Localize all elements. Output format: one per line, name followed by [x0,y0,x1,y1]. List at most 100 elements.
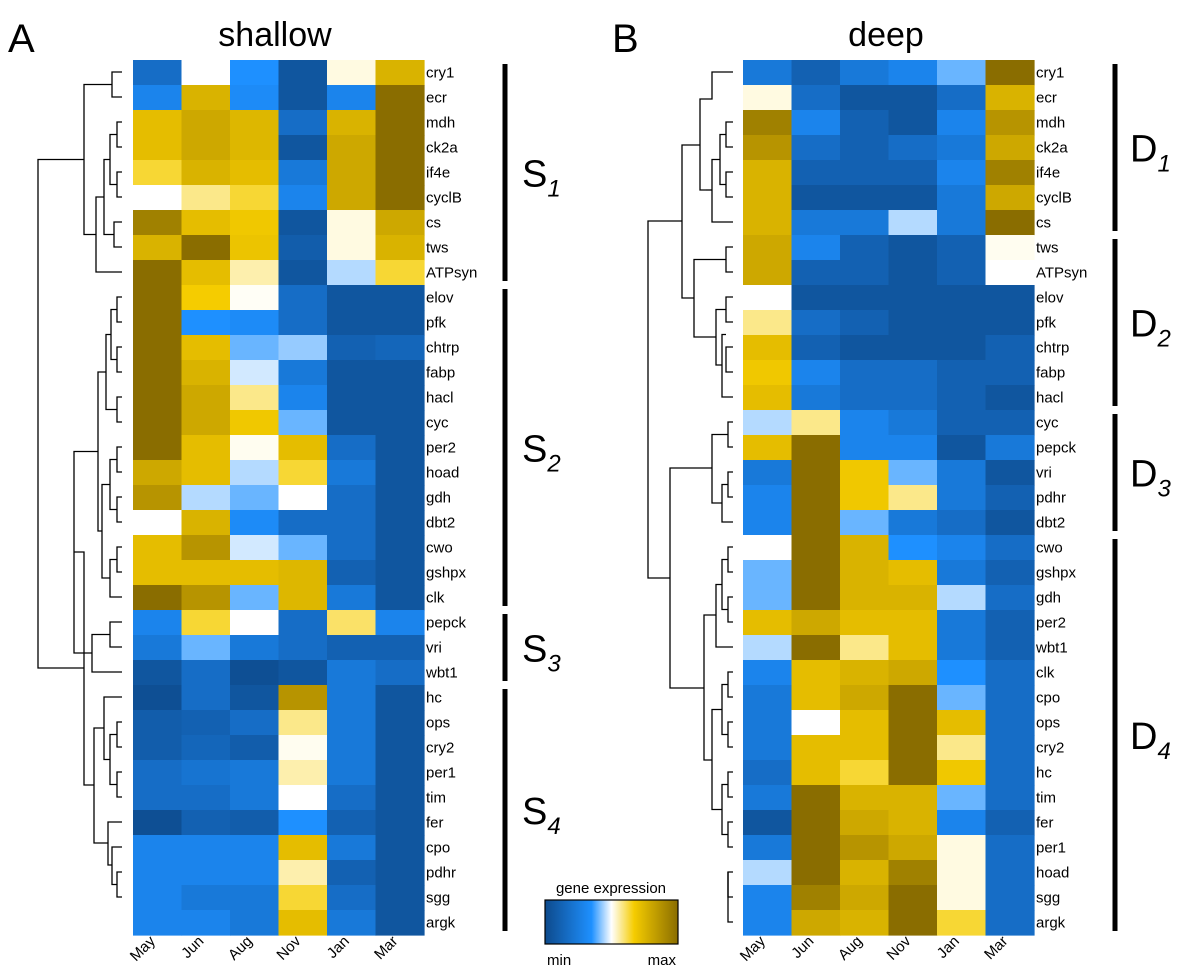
panel-a-cell-cry2-May [133,735,183,761]
panel-a-gene-label: pepck [426,615,467,632]
panel-a: A shallow [8,16,561,965]
panel-b-cell-chtrp-Jun [791,335,841,361]
panel-b-cell-cry1-Jan [937,60,987,86]
panel-a-gene-label: dbt2 [426,515,455,532]
panel-a-cell-per2-Aug [230,435,280,461]
panel-b-cell-cry1-Nov [888,60,938,86]
panel-b-gene-label: hc [1036,765,1052,782]
panel-a-cell-ATPsyn-Jun [181,260,231,286]
panel-b-cell-hacl-Jan [937,385,987,411]
panel-b-cell-per2-Nov [888,610,938,636]
panel-a-cell-pepck-Jun [181,610,231,636]
panel-a-cell-mdh-Jun [181,110,231,136]
panel-b-cell-gdh-Jun [791,585,841,611]
panel-a-cell-gdh-Nov [278,485,328,511]
panel-b-cell-dbt2-Aug [840,510,890,536]
panel-b-cell-cyc-Jun [791,410,841,436]
panel-b-cell-ecr-Jun [791,85,841,111]
panel-b-cell-dbt2-Jan [937,510,987,536]
panel-b-cell-clk-Mar [985,660,1035,686]
panel-a-cell-dbt2-Nov [278,510,328,536]
panel-b-cell-gdh-Aug [840,585,890,611]
panel-b-cell-tws-Nov [888,235,938,261]
panel-b-cell-hc-Mar [985,760,1035,786]
panel-b-cell-pepck-Jan [937,435,987,461]
panel-b-month-label: Jan [934,933,963,962]
panel-b-cell-mdh-May [743,110,793,136]
panel-a-cell-pdhr-May [133,860,183,886]
panel-a-cell-sgg-Mar [375,885,425,911]
panel-a-cell-vri-Jan [327,635,377,661]
panel-a-cell-cs-Mar [375,210,425,236]
panel-b-cell-pdhr-May [743,485,793,511]
panel-a-gene-label: argk [426,915,456,932]
panel-a-cell-cry2-Jan [327,735,377,761]
panel-b-cell-dbt2-Jun [791,510,841,536]
panel-b-cell-hoad-Jan [937,860,987,886]
panel-a-gene-label: pfk [426,315,447,332]
panel-b-cell-gshpx-May [743,560,793,586]
panel-b-cell-dbt2-May [743,510,793,536]
panel-a-cell-vri-Jun [181,635,231,661]
panel-b-cell-gdh-May [743,585,793,611]
panel-b-cell-pdhr-Mar [985,485,1035,511]
panel-b-gene-label: wbt1 [1035,640,1068,657]
panel-a-cell-cyclB-Aug [230,185,280,211]
panel-b-cell-wbt1-Jun [791,635,841,661]
panel-a-cell-chtrp-Aug [230,335,280,361]
panel-b-cell-per2-Jan [937,610,987,636]
panel-a-cell-fer-Mar [375,810,425,836]
panel-b-gene-label: ecr [1036,90,1057,107]
panel-a-letter: A [8,17,35,61]
panel-b-cell-chtrp-Nov [888,335,938,361]
panel-b-gene-label: per1 [1036,840,1066,857]
panel-b-cell-elov-Mar [985,285,1035,311]
panel-b-cell-vri-Nov [888,460,938,486]
panel-a-cell-sgg-May [133,885,183,911]
panel-b-cell-pfk-Mar [985,310,1035,336]
cluster-label: S2 [522,429,561,478]
panel-a-cell-pdhr-Jan [327,860,377,886]
panel-b-cell-pepck-Mar [985,435,1035,461]
panel-a-cell-per1-Jan [327,760,377,786]
panel-a-cell-ops-Jun [181,710,231,736]
panel-b-cell-cs-May [743,210,793,236]
panel-a-cell-sgg-Jan [327,885,377,911]
panel-b-cell-elov-Nov [888,285,938,311]
panel-b-cell-cs-Nov [888,210,938,236]
panel-b-cell-argk-Jan [937,910,987,936]
panel-a-cell-fabp-Nov [278,360,328,386]
panel-a-cell-tws-Mar [375,235,425,261]
panel-b: B deep [612,16,1171,965]
panel-b-cell-hc-Jan [937,760,987,786]
panel-b-gene-label: cpo [1036,690,1060,707]
panel-b-cell-fabp-Jan [937,360,987,386]
panel-b-gene-label: gdh [1036,590,1061,607]
panel-a-cell-pfk-May [133,310,183,336]
panel-b-cell-cwo-Jun [791,535,841,561]
panel-b-gene-label: pepck [1036,440,1077,457]
panel-a-cell-vri-May [133,635,183,661]
panel-b-cell-ecr-Aug [840,85,890,111]
panel-b-cell-vri-Aug [840,460,890,486]
panel-a-cell-gshpx-Nov [278,560,328,586]
panel-a-gene-label: fer [426,815,444,832]
panel-a-gene-label: ops [426,715,450,732]
panel-b-cell-ecr-May [743,85,793,111]
panel-a-cell-tim-Jan [327,785,377,811]
legend-colorbar [544,899,679,945]
panel-a-cell-mdh-May [133,110,183,136]
panel-a-gene-label: hacl [426,390,454,407]
panel-b-cell-cyc-May [743,410,793,436]
panel-b-cell-per1-Aug [840,835,890,861]
panel-b-cell-cwo-Nov [888,535,938,561]
panel-b-cell-hacl-Aug [840,385,890,411]
panel-b-cell-cpo-May [743,685,793,711]
panel-a-cell-cry2-Aug [230,735,280,761]
panel-a-cell-pfk-Jan [327,310,377,336]
panel-a-cell-hacl-May [133,385,183,411]
panel-b-cell-clk-Jan [937,660,987,686]
panel-b-cluster-brackets: D1 D2 D3 D4 [1112,64,1171,931]
panel-b-cell-pfk-Jan [937,310,987,336]
panel-b-cell-cyclB-Aug [840,185,890,211]
